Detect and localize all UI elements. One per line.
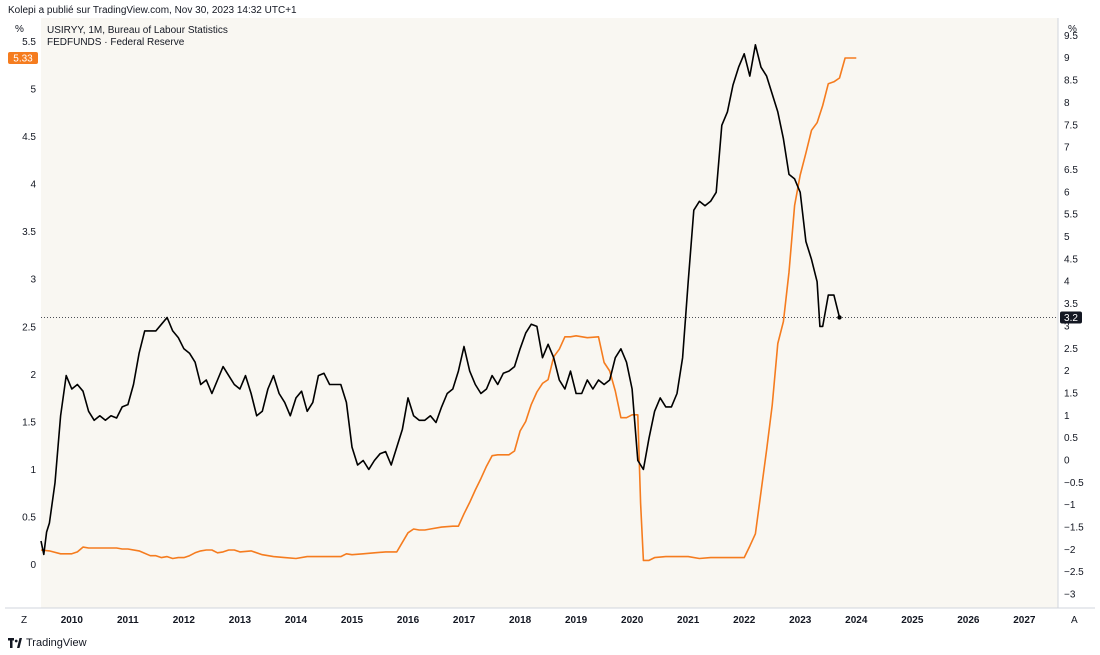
time-tick-label: 2010 [61,615,84,626]
left-badge-bg [8,51,38,64]
right-tick-label: 8.5 [1064,76,1078,87]
right-tick-label: 8 [1064,98,1070,109]
left-tick-label: 3 [30,275,36,286]
time-tick-label: 2013 [229,615,252,626]
right-tick-label: 1.5 [1064,388,1078,399]
left-axis-background [5,18,41,630]
brand-name: TradingView [26,637,87,649]
right-tick-label: 4 [1064,277,1070,288]
left-tick-label: 2 [30,370,36,381]
right-last-value-badge: 3.2 [1060,311,1082,324]
time-tick-label: 2027 [1013,615,1036,626]
right-tick-label: 2.5 [1064,344,1078,355]
right-tick-label: 1 [1064,411,1070,422]
time-tick-label: 2023 [789,615,812,626]
right-tick-label: 2 [1064,366,1070,377]
left-unit-label: % [15,24,24,35]
auto-scale-button[interactable]: A [1071,615,1078,626]
right-badge-bg [1060,311,1082,324]
right-tick-label: 3.5 [1064,299,1078,310]
right-tick-label: −0.5 [1064,478,1084,489]
left-tick-label: 0 [30,560,36,571]
right-tick-label: 0 [1064,456,1070,467]
right-tick-label: −3 [1064,590,1076,601]
left-tick-label: 5.5 [22,37,36,48]
time-tick-label: 2016 [397,615,420,626]
left-tick-label: 2.5 [22,322,36,333]
left-badge-value: 5.33 [13,53,33,64]
time-tick-label: 2011 [117,615,139,626]
plot-background[interactable] [41,18,1058,608]
brand-footer[interactable]: TradingView [8,637,87,649]
chart-frame[interactable]: % % 0 0.5 1 1.5 2 2.5 3 3.5 4 4.5 5 5.5 −3 −2.5 −2 −1.… [5,18,1095,630]
time-tick-label: 2020 [621,615,644,626]
right-tick-label: 0.5 [1064,433,1078,444]
right-tick-label: −2 [1064,545,1076,556]
usiryy-last-point [837,315,842,320]
time-axis-ticks: 2010 2011 2012 2013 2014 2015 2016 2017 2018 2019… [61,615,1036,626]
right-tick-label: 6.5 [1064,165,1078,176]
right-tick-label: 9 [1064,53,1070,64]
right-tick-label: 5 [1064,232,1070,243]
timezone-button[interactable]: Z [21,615,27,626]
fedfunds-series-line [40,57,857,562]
left-tick-label: 4.5 [22,132,36,143]
legend-fedfunds[interactable]: FEDFUNDS · Federal Reserve [47,37,185,48]
chart-svg[interactable]: % % 0 0.5 1 1.5 2 2.5 3 3.5 4 4.5 5 5.5 −3 −2.5 −2 −1.… [5,18,1095,630]
right-tick-label: 7 [1064,143,1070,154]
time-tick-label: 2015 [341,615,364,626]
left-last-value-badge: 5.33 [8,51,38,64]
tradingview-logo-icon [8,638,22,648]
right-tick-label: −2.5 [1064,567,1084,578]
legend-usiryy[interactable]: USIRYY, 1M, Bureau of Labour Statistics [47,25,228,36]
time-tick-label: 2026 [957,615,980,626]
legend: USIRYY, 1M, Bureau of Labour Statistics … [47,25,228,48]
right-tick-label: 3 [1064,321,1070,332]
right-tick-label: 4.5 [1064,254,1078,265]
left-tick-label: 4 [30,180,36,191]
time-tick-label: 2019 [565,615,588,626]
left-tick-label: 5 [30,84,36,95]
time-tick-label: 2025 [901,615,924,626]
time-tick-label: 2014 [285,615,308,626]
left-tick-label: 1 [30,465,36,476]
publish-caption: Kolepi a publié sur TradingView.com, Nov… [8,5,297,16]
time-tick-label: 2021 [677,615,700,626]
right-tick-label: −1.5 [1064,523,1084,534]
left-axis-ticks: 0 0.5 1 1.5 2 2.5 3 3.5 4 4.5 5 5.5 [22,37,36,571]
time-tick-label: 2012 [173,615,196,626]
left-tick-label: 0.5 [22,513,36,524]
time-tick-label: 2022 [733,615,756,626]
right-badge-value: 3.2 [1064,313,1078,324]
time-tick-label: 2018 [509,615,532,626]
right-tick-label: −1 [1064,500,1076,511]
right-tick-label: 7.5 [1064,120,1078,131]
right-axis-ticks: −3 −2.5 −2 −1.5 −1 −0.5 0 0.5 1 1.5 2 2.5 3 3.5 4 4.5 5 5… [1064,31,1084,601]
left-tick-label: 1.5 [22,417,36,428]
right-tick-label: 5.5 [1064,210,1078,221]
right-tick-label: 6 [1064,187,1070,198]
right-unit-label: % [1068,24,1077,35]
usiryy-series-line [40,44,841,556]
right-axis-background[interactable] [1058,18,1095,630]
time-axis-background[interactable] [5,608,1095,630]
left-tick-label: 3.5 [22,227,36,238]
right-tick-label: 9.5 [1064,31,1078,42]
time-tick-label: 2024 [845,615,868,626]
time-tick-label: 2017 [453,615,476,626]
